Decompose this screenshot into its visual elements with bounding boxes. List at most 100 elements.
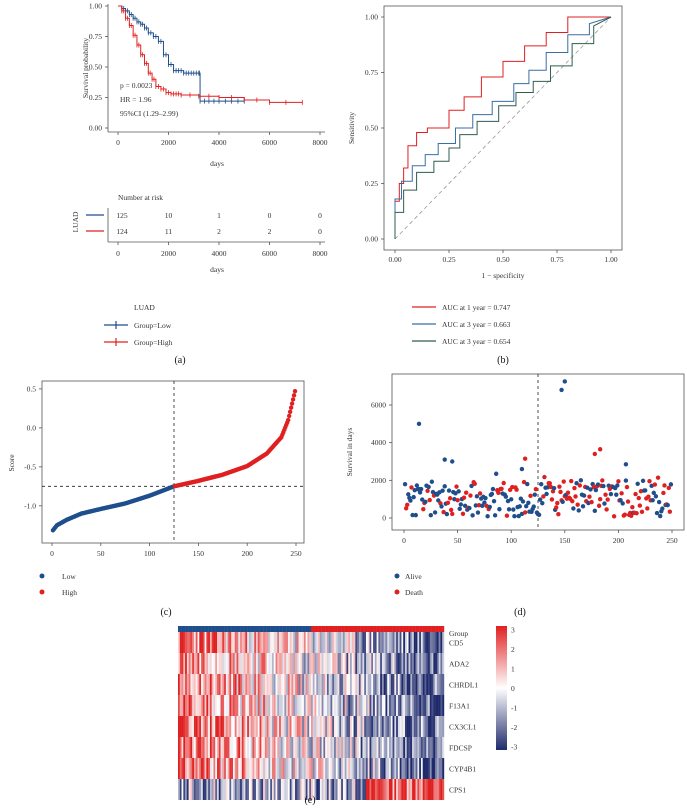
legend-high: Group=High	[104, 338, 173, 347]
heatmap-cell	[195, 716, 198, 737]
heatmap-cell	[424, 653, 427, 674]
heatmap-cell	[442, 758, 445, 779]
heatmap-cell	[408, 626, 411, 632]
heatmap-cell	[335, 716, 338, 737]
heatmap-cell	[321, 737, 324, 758]
survival-point	[551, 485, 557, 491]
heatmap-cell	[385, 632, 388, 653]
heatmap-cell	[250, 626, 253, 632]
score-y-tick-label: -1.0	[24, 501, 36, 510]
heatmap-cell	[298, 737, 301, 758]
heatmap-cell	[428, 737, 431, 758]
heatmap-cell	[240, 779, 243, 800]
heatmap-cell	[236, 674, 239, 695]
km-x-tick-label: 0	[116, 138, 120, 147]
heatmap-cell	[217, 653, 219, 674]
heatmap-cell	[351, 653, 354, 674]
heatmap-cell	[295, 716, 298, 737]
survival-point	[547, 481, 552, 486]
heatmap-cell	[392, 653, 395, 674]
heatmap-cell	[350, 716, 352, 737]
survival-point	[604, 507, 609, 512]
heatmap-cell	[183, 653, 186, 674]
heatmap-cell	[280, 626, 283, 632]
heatmap-cell	[385, 758, 388, 779]
heatmap-cell	[323, 779, 326, 800]
heatmap-cell	[344, 632, 347, 653]
survival-point	[577, 483, 583, 488]
heatmap-cell	[236, 695, 239, 716]
survival-point	[633, 491, 638, 497]
survival-point	[418, 486, 424, 492]
heatmap-cell	[420, 674, 423, 695]
heatmap-cell	[305, 695, 308, 716]
heatmap-cell	[204, 779, 207, 800]
risk-cell-high: 2	[217, 227, 221, 236]
heatmap-cell	[389, 779, 391, 800]
risk-cell-low: 1	[217, 211, 221, 220]
survival-point	[597, 447, 603, 452]
heatmap-cell	[399, 632, 402, 653]
heatmap-cell	[186, 626, 189, 632]
heatmap-cell	[337, 695, 340, 716]
heatmap-cell	[440, 737, 443, 758]
heatmap-cell	[181, 653, 184, 674]
survival-point	[490, 486, 496, 492]
heatmap-cell	[270, 758, 273, 779]
score-y-tick-label: -0.5	[24, 462, 36, 471]
heatmap-cell	[289, 737, 292, 758]
heatmap-cell	[385, 626, 388, 632]
heatmap-cell	[415, 695, 418, 716]
heatmap-cell	[213, 779, 216, 800]
heatmap-cell	[234, 758, 237, 779]
heatmap-cell	[424, 632, 427, 653]
heatmap-cell	[270, 779, 273, 800]
heatmap-cell	[330, 716, 333, 737]
survival-point	[493, 471, 499, 476]
heatmap-cell	[374, 716, 377, 737]
heatmap-cell	[413, 674, 416, 695]
heatmap-cell	[229, 632, 232, 653]
heatmap-cell	[321, 674, 324, 695]
heatmap-cell	[295, 779, 298, 800]
heatmap-cell	[426, 632, 429, 653]
risk-cell-high: 0	[318, 227, 322, 236]
survival-point	[463, 490, 469, 495]
heatmap-scale-label: -2	[511, 723, 517, 732]
heatmap-cell	[234, 695, 237, 716]
survival-point	[462, 503, 468, 508]
heatmap-cell	[334, 632, 337, 653]
heatmap-cell	[179, 737, 182, 758]
heatmap-cell	[264, 626, 267, 632]
heatmap-cell	[307, 674, 310, 695]
heatmap-cell	[240, 758, 243, 779]
survival-point	[620, 501, 625, 506]
heatmap-cell	[412, 695, 415, 716]
heatmap-cell	[211, 695, 214, 716]
heatmap-cell	[401, 626, 404, 632]
panel-label-e: (e)	[304, 795, 315, 806]
roc-x-tick-label: 0.00	[388, 255, 401, 264]
survival-point	[522, 510, 528, 515]
heatmap-cell	[178, 779, 180, 800]
heatmap-cell	[302, 695, 305, 716]
heatmap-cell	[410, 695, 413, 716]
heatmap-cell	[323, 674, 326, 695]
heatmap-cell	[406, 632, 409, 653]
heatmap-cell	[273, 716, 276, 737]
heatmap-cell	[314, 653, 317, 674]
heatmap-cell	[277, 653, 280, 674]
heatmap-cell	[415, 716, 418, 737]
heatmap-cell	[426, 653, 429, 674]
heatmap-cell	[224, 779, 227, 800]
heatmap-cell	[273, 626, 276, 632]
heatmap-cell	[273, 779, 276, 800]
heatmap-cell	[234, 716, 237, 737]
heatmap-cell	[404, 674, 407, 695]
heatmap-cell	[376, 779, 379, 800]
heatmap-cell	[254, 632, 257, 653]
heatmap-cell	[404, 758, 407, 779]
heatmap-cell	[229, 716, 232, 737]
heatmap-cell	[346, 716, 349, 737]
survival-point	[623, 478, 629, 483]
